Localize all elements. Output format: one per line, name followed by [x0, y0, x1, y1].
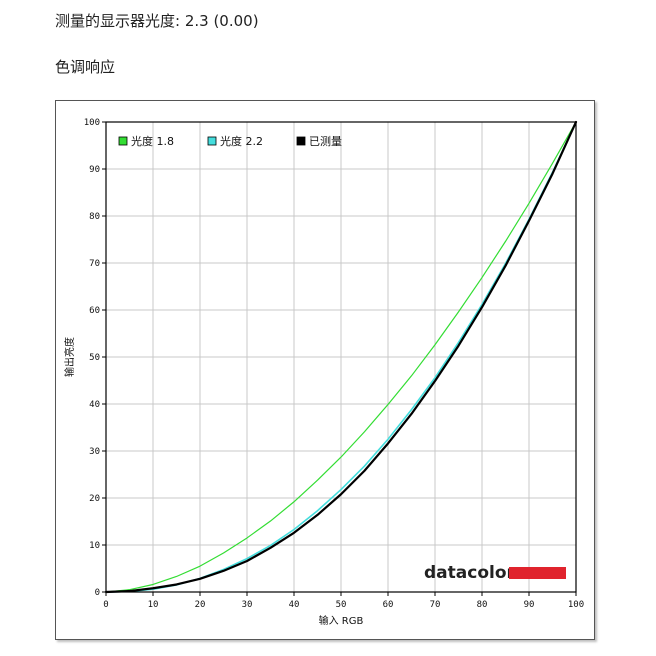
chart-frame: 0 10 20 30 40 50 60 70 80 90 100 0 10 20 30 40 50 60 70 80 9… [55, 100, 595, 640]
section-title: 色调响应 [55, 58, 116, 76]
tone-response-chart: 0 10 20 30 40 50 60 70 80 90 100 0 10 20 30 40 50 60 70 80 9… [63, 118, 584, 627]
x-tick-label: 0 [103, 600, 108, 610]
x-tick-label: 20 [195, 600, 206, 610]
legend-label: 已测量 [309, 135, 342, 148]
legend-swatch [118, 136, 128, 146]
tick-labels: 0 10 20 30 40 50 60 70 80 90 100 0 10 20 30 40 50 60 70 80 9… [84, 118, 584, 610]
y-tick-label: 0 [95, 588, 100, 598]
y-tick-label: 100 [84, 118, 100, 128]
legend-swatch [296, 136, 306, 146]
x-tick-label: 60 [383, 600, 394, 610]
y-tick-label: 20 [89, 494, 100, 504]
y-tick-label: 10 [89, 541, 100, 551]
y-axis-label: 输出亮度 [63, 337, 76, 377]
series-lines [104, 120, 578, 594]
y-tick-label: 40 [89, 400, 100, 410]
y-tick-label: 70 [89, 259, 100, 269]
x-axis-label: 输入 RGB [319, 614, 364, 627]
legend-swatch [207, 136, 217, 146]
y-tick-label: 60 [89, 306, 100, 316]
y-tick-label: 80 [89, 212, 100, 222]
legend: 光度 1.8 光度 2.2 已测量 [118, 134, 342, 148]
y-tick-label: 50 [89, 353, 100, 363]
legend-label: 光度 2.2 [220, 134, 263, 148]
x-tick-label: 80 [477, 600, 488, 610]
x-tick-label: 40 [289, 600, 300, 610]
logo-bar [509, 567, 566, 579]
x-tick-label: 100 [568, 600, 584, 610]
y-tick-label: 30 [89, 447, 100, 457]
grid [106, 122, 576, 592]
series-line-1 [105, 121, 577, 593]
logo-text: datacolor [424, 563, 516, 583]
x-tick-label: 70 [430, 600, 441, 610]
datacolor-logo: datacolor [424, 563, 566, 583]
page-heading: 测量的显示器光度: 2.3 (0.00) [55, 12, 259, 30]
x-tick-label: 50 [336, 600, 347, 610]
y-tick-label: 90 [89, 165, 100, 175]
x-tick-label: 90 [524, 600, 535, 610]
legend-label: 光度 1.8 [131, 134, 174, 148]
x-tick-label: 30 [242, 600, 253, 610]
plot-border [105, 121, 577, 593]
series-line-3 [104, 120, 578, 594]
x-tick-label: 10 [148, 600, 159, 610]
